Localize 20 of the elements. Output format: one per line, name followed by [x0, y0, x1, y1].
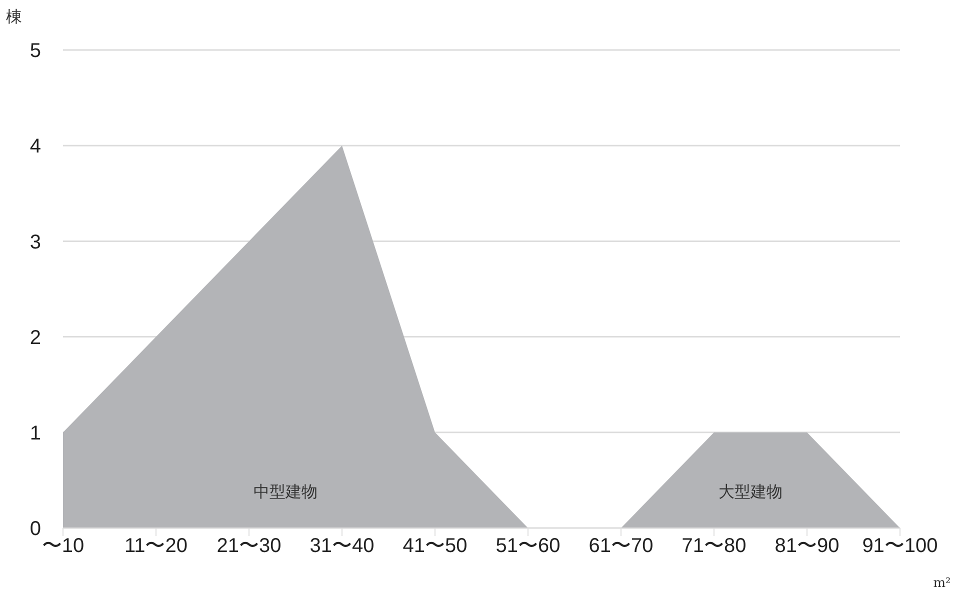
y-tick-label: 4	[30, 136, 41, 158]
x-tick-label: 51〜60	[496, 535, 560, 558]
x-tick-label: 〜10	[42, 535, 84, 558]
y-tick-label: 3	[30, 231, 41, 254]
y-tick-label: 5	[30, 40, 41, 62]
y-axis-title: 棟	[6, 7, 22, 26]
y-tick-label: 0	[30, 518, 41, 540]
x-tick-label: 61〜70	[588, 535, 654, 558]
series-label: 大型建物	[718, 482, 782, 501]
x-tick-label: 21〜30	[216, 535, 282, 558]
x-tick-label: 31〜40	[310, 535, 374, 558]
y-tick-label: 1	[30, 422, 41, 444]
x-tick-label: 91〜100	[862, 535, 938, 558]
x-axis-title: m²	[933, 576, 951, 591]
y-tick-label: 2	[30, 326, 41, 349]
series-label: 中型建物	[254, 482, 318, 501]
x-tick-label: 11〜20	[124, 535, 188, 558]
x-tick-label: 41〜50	[402, 535, 468, 558]
x-tick-label: 81〜90	[774, 535, 840, 558]
x-tick-label: 71〜80	[682, 535, 746, 558]
